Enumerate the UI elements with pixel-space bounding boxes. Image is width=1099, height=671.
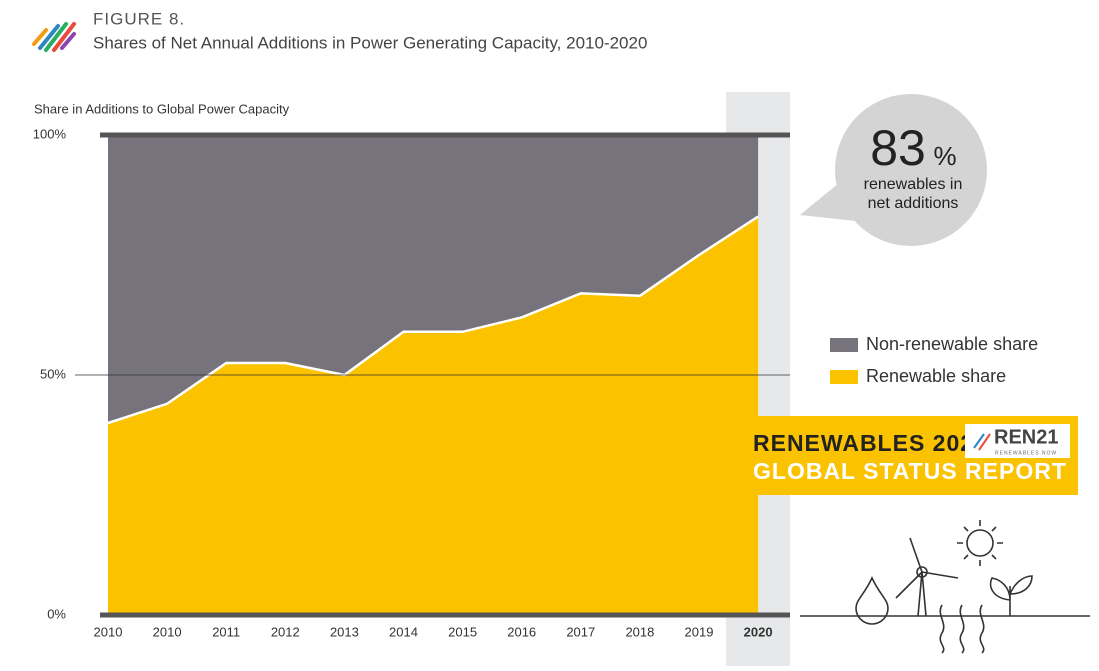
callout-text: net additions bbox=[868, 195, 959, 212]
chart-title: Shares of Net Annual Additions in Power … bbox=[93, 33, 647, 52]
x-tick-label: 2017 bbox=[566, 624, 595, 639]
x-tick-label: 2013 bbox=[330, 624, 359, 639]
icons bbox=[800, 520, 1090, 654]
area-boundary bbox=[107, 215, 759, 425]
x-tick-label: 2010 bbox=[153, 624, 182, 639]
callout-text: renewables in bbox=[864, 176, 963, 193]
y-tick-label: 100% bbox=[33, 126, 67, 141]
logo-sub: RENEWABLES.NOW bbox=[995, 450, 1057, 456]
logo: REN21 bbox=[994, 426, 1058, 448]
y-axis-label: Share in Additions to Global Power Capac… bbox=[34, 101, 290, 116]
figure-label: FIGURE 8. bbox=[93, 9, 185, 28]
y-tick-label: 0% bbox=[47, 606, 66, 621]
x-tick-label: 2020 bbox=[744, 624, 773, 639]
figure-icon bbox=[32, 22, 76, 52]
brand-line: GLOBAL STATUS REPORT bbox=[753, 458, 1067, 484]
area bbox=[108, 135, 759, 423]
branding: RENEWABLES 2021 GLOBAL STATUS REPORT REN… bbox=[741, 416, 1078, 495]
x-tick-label: 2014 bbox=[389, 624, 418, 639]
callout: 83 % renewables in net additions bbox=[800, 94, 987, 246]
legend-swatch bbox=[830, 338, 858, 352]
x-tick-label: 2018 bbox=[625, 624, 654, 639]
legend-label: Non-renewable share bbox=[866, 334, 1038, 354]
x-tick-label: 2019 bbox=[685, 624, 714, 639]
x-tick-label: 2016 bbox=[507, 624, 536, 639]
y-tick-label: 50% bbox=[40, 366, 66, 381]
legend-label: Renewable share bbox=[866, 366, 1006, 386]
x-tick-label: 2012 bbox=[271, 624, 300, 639]
callout-value: 83 bbox=[870, 120, 926, 176]
legend-swatch bbox=[830, 370, 858, 384]
x-tick-label: 2010 bbox=[94, 624, 123, 639]
area bbox=[108, 216, 759, 615]
brand-line: RENEWABLES 2021 bbox=[753, 430, 988, 456]
callout-unit: % bbox=[933, 141, 956, 171]
x-tick-label: 2011 bbox=[212, 624, 240, 639]
x-tick-label: 2015 bbox=[448, 624, 477, 639]
